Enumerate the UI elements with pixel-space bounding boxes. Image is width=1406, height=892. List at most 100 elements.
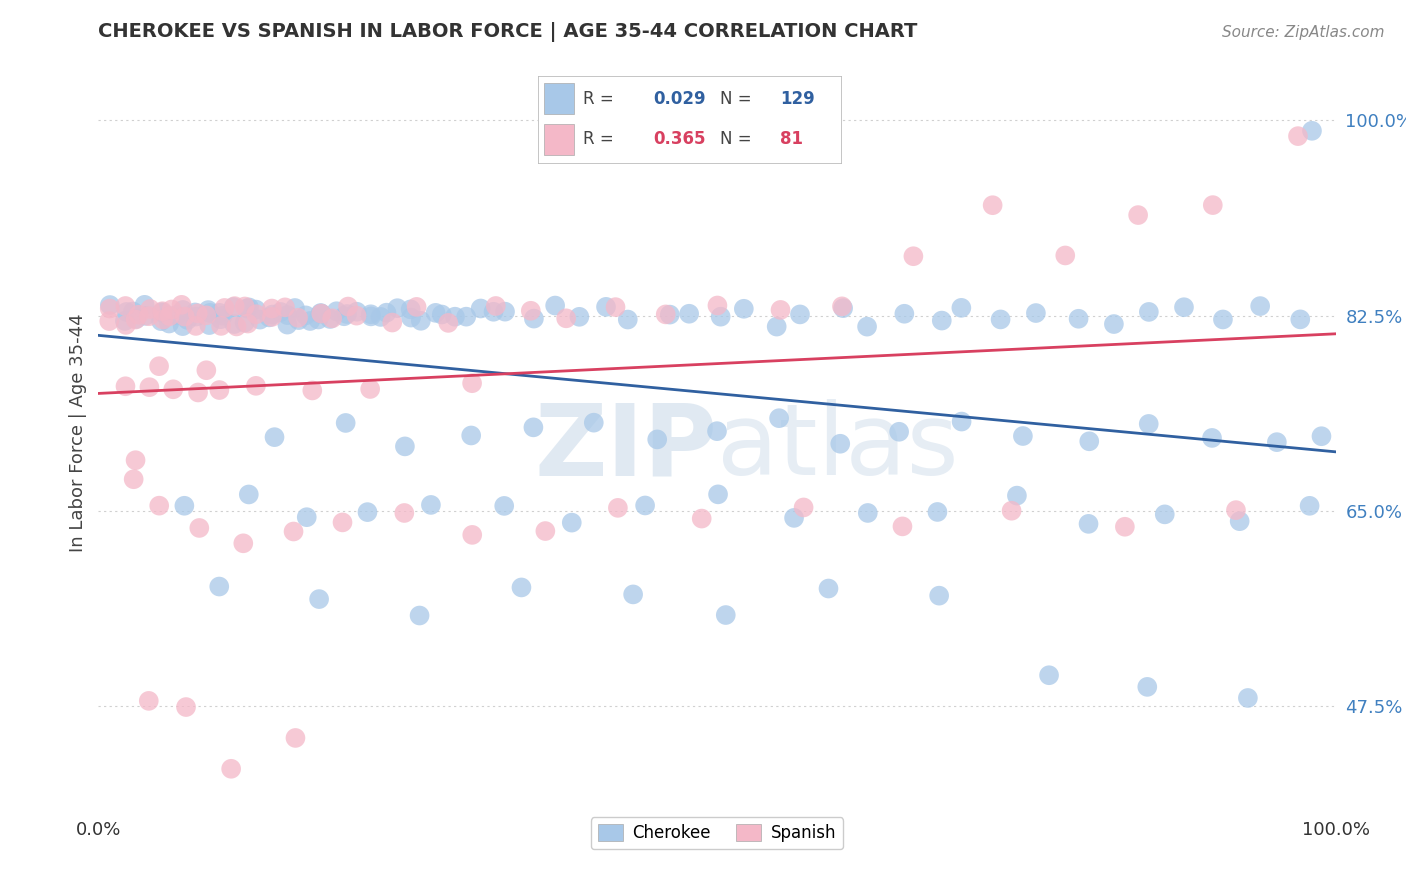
Point xyxy=(370,310,392,324)
Point xyxy=(209,318,232,333)
Point xyxy=(887,425,910,439)
Point xyxy=(765,319,787,334)
Point xyxy=(1012,429,1035,443)
Point xyxy=(1067,311,1090,326)
Point xyxy=(375,306,398,320)
Point xyxy=(224,299,246,313)
Point xyxy=(245,307,267,321)
Point xyxy=(1310,429,1333,443)
Point xyxy=(233,300,256,314)
Point xyxy=(115,318,138,332)
Legend: Cherokee, Spanish: Cherokee, Spanish xyxy=(591,817,844,849)
Point xyxy=(1225,503,1247,517)
Point xyxy=(184,318,207,333)
Text: CHEROKEE VS SPANISH IN LABOR FORCE | AGE 35-44 CORRELATION CHART: CHEROKEE VS SPANISH IN LABOR FORCE | AGE… xyxy=(98,21,918,42)
Point xyxy=(236,317,259,331)
Point xyxy=(336,307,359,321)
Point xyxy=(295,510,318,524)
Y-axis label: In Labor Force | Age 35-44: In Labor Force | Age 35-44 xyxy=(69,313,87,552)
Point xyxy=(114,379,136,393)
Point xyxy=(1237,690,1260,705)
Point xyxy=(1286,129,1309,144)
Point xyxy=(299,314,322,328)
Point xyxy=(138,380,160,394)
Point xyxy=(187,306,209,320)
Point xyxy=(198,318,221,332)
Point xyxy=(710,310,733,324)
Point xyxy=(321,311,343,326)
Point xyxy=(360,307,382,321)
Point xyxy=(430,308,453,322)
Point xyxy=(98,301,121,316)
Point xyxy=(346,309,368,323)
Point xyxy=(690,511,713,525)
Point xyxy=(891,519,914,533)
Point xyxy=(283,524,305,539)
Point xyxy=(225,319,247,334)
Point xyxy=(856,506,879,520)
Point xyxy=(276,308,298,322)
Point xyxy=(769,302,792,317)
Point xyxy=(238,301,260,315)
Point xyxy=(394,506,416,520)
Point xyxy=(208,580,231,594)
Point xyxy=(1054,248,1077,262)
Point xyxy=(523,311,546,326)
Point xyxy=(706,424,728,438)
Point xyxy=(1038,668,1060,682)
Point xyxy=(1202,198,1225,212)
Point xyxy=(188,521,211,535)
Point xyxy=(1137,305,1160,319)
Point xyxy=(98,298,121,312)
Point xyxy=(399,310,422,325)
Point xyxy=(482,305,505,319)
Point xyxy=(198,306,221,320)
Point xyxy=(260,310,283,324)
Point xyxy=(245,379,267,393)
Point xyxy=(165,308,187,322)
Point xyxy=(152,312,174,326)
Point xyxy=(125,311,148,326)
Point xyxy=(425,306,447,320)
Text: atlas: atlas xyxy=(717,400,959,496)
Point xyxy=(1025,306,1047,320)
Point xyxy=(470,301,492,316)
Point xyxy=(195,363,218,377)
Point xyxy=(437,316,460,330)
Point xyxy=(605,300,627,314)
Point xyxy=(654,307,676,321)
Point xyxy=(461,376,484,391)
Point xyxy=(150,305,173,319)
Point xyxy=(707,487,730,501)
Point xyxy=(950,415,973,429)
Point xyxy=(184,305,207,319)
Text: ZIP: ZIP xyxy=(534,400,717,496)
Point xyxy=(209,312,232,326)
Point xyxy=(1173,300,1195,314)
Point xyxy=(284,301,307,315)
Point xyxy=(456,310,478,324)
Point xyxy=(128,308,150,322)
Point xyxy=(287,310,309,325)
Point xyxy=(903,249,925,263)
Point xyxy=(409,314,432,328)
Point xyxy=(134,309,156,323)
Point xyxy=(152,304,174,318)
Text: Source: ZipAtlas.com: Source: ZipAtlas.com xyxy=(1222,25,1385,40)
Point xyxy=(856,319,879,334)
Point xyxy=(927,505,949,519)
Point xyxy=(981,198,1004,212)
Point xyxy=(115,305,138,319)
Point xyxy=(568,310,591,324)
Point xyxy=(173,499,195,513)
Point xyxy=(399,302,422,317)
Point xyxy=(461,528,484,542)
Point xyxy=(160,302,183,317)
Point xyxy=(309,306,332,320)
Point xyxy=(325,304,347,318)
Point xyxy=(284,731,307,745)
Point xyxy=(1229,514,1251,528)
Point xyxy=(333,310,356,324)
Point xyxy=(337,300,360,314)
Point xyxy=(444,310,467,324)
